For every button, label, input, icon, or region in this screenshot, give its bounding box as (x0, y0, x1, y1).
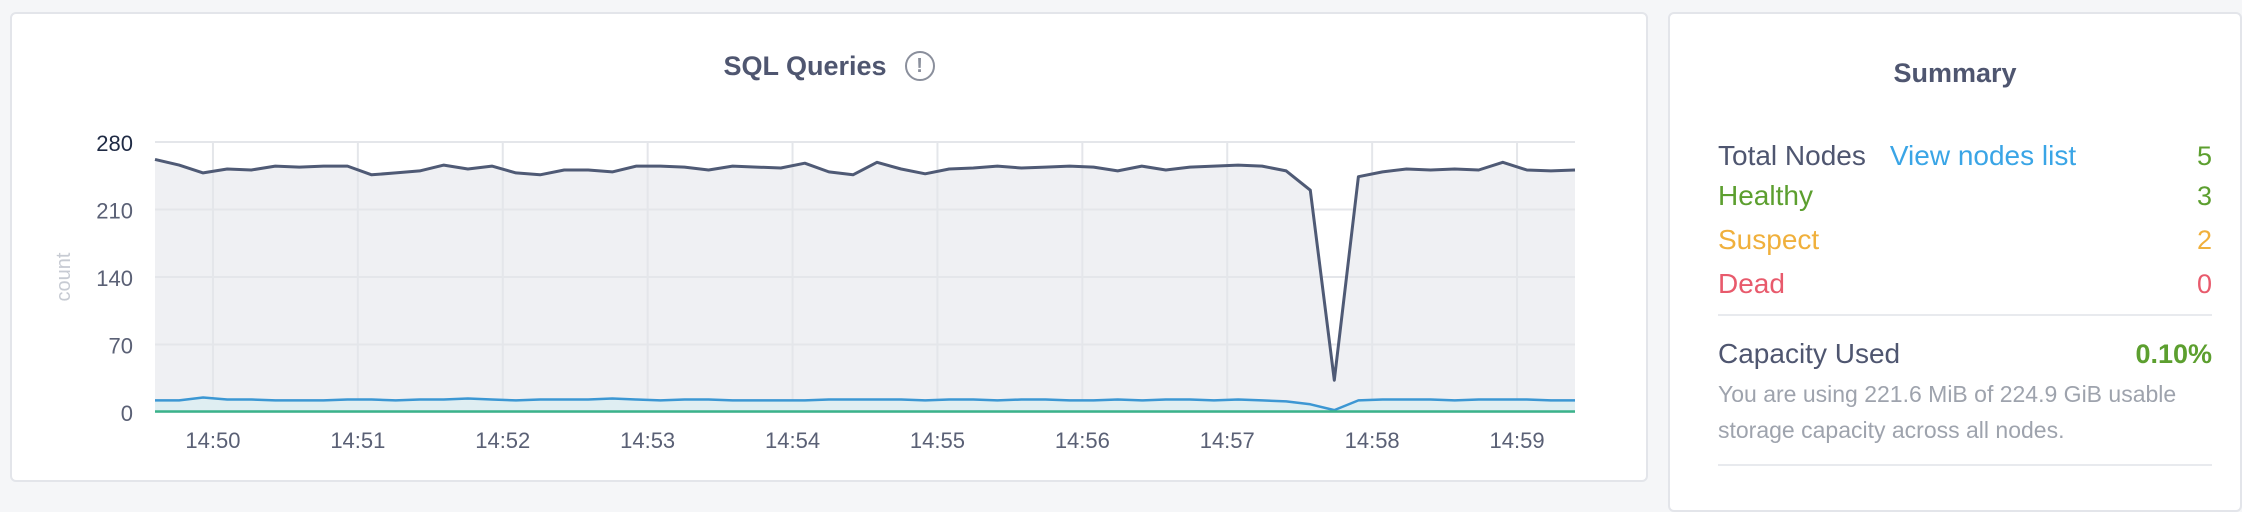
capacity-description: You are using 221.6 MiB of 224.9 GiB usa… (1718, 381, 2177, 443)
summary-divider-bottom (1718, 464, 2212, 466)
capacity-label: Capacity Used (1718, 338, 1901, 369)
healthy-label: Healthy (1718, 180, 1813, 211)
sql-queries-chart: 0 70 140 210 280 14:50 14:51 14:52 14:53 14:54 14:… (53, 131, 1576, 453)
dead-value: 0 (2196, 268, 2212, 299)
summary-divider (1718, 314, 2212, 316)
total-nodes-value: 5 (2196, 140, 2212, 171)
y-tick-label: 210 (96, 199, 133, 224)
y-tick-label: 140 (96, 266, 133, 291)
x-tick-label: 14:55 (910, 428, 965, 453)
chart-header: SQL Queries ! (12, 46, 1646, 86)
dead-row: Dead 0 (1718, 264, 2212, 304)
x-tick-label: 14:59 (1490, 428, 1545, 453)
x-tick-label: 14:58 (1345, 428, 1400, 453)
y-axis-label: count (53, 252, 75, 301)
x-tick-label: 14:51 (330, 428, 385, 453)
x-tick-label: 14:54 (765, 428, 820, 453)
series-1-line (154, 157, 1576, 382)
sql-queries-chart-card: 0 70 140 210 280 14:50 14:51 14:52 14:53 14:54 14:… (10, 12, 1648, 482)
y-tick-label: 70 (109, 334, 133, 359)
x-tick-label: 14:50 (185, 428, 240, 453)
suspect-row: Suspect 2 (1718, 220, 2212, 260)
total-nodes-label: Total Nodes (1718, 140, 1866, 171)
y-tick-label: 0 (121, 401, 133, 426)
summary-card: Summary Total Nodes View nodes list 5 He… (1668, 12, 2242, 512)
view-nodes-list-link[interactable]: View nodes list (1889, 140, 2077, 171)
total-nodes-row: Total Nodes View nodes list 5 (1718, 136, 2212, 176)
suspect-value: 2 (2196, 224, 2212, 255)
dead-label: Dead (1718, 268, 1785, 299)
exclamation-circle-icon[interactable]: ! (904, 51, 935, 81)
x-tick-label: 14:53 (620, 428, 675, 453)
capacity-row: Capacity Used 0.10% (1718, 334, 2212, 374)
x-tick-label: 14:52 (475, 428, 530, 453)
suspect-label: Suspect (1718, 224, 1820, 255)
series-2-line (155, 396, 1575, 412)
x-tick-label: 14:56 (1055, 428, 1110, 453)
chart-title: SQL Queries (723, 50, 887, 81)
x-tick-label: 14:57 (1200, 428, 1255, 453)
healthy-row: Healthy 3 (1718, 176, 2212, 216)
healthy-value: 3 (2196, 180, 2212, 211)
y-tick-label: 280 (96, 131, 133, 156)
series-1-area (155, 159, 1575, 412)
capacity-value: 0.10% (2135, 338, 2212, 369)
summary-title: Summary (1893, 58, 2017, 88)
